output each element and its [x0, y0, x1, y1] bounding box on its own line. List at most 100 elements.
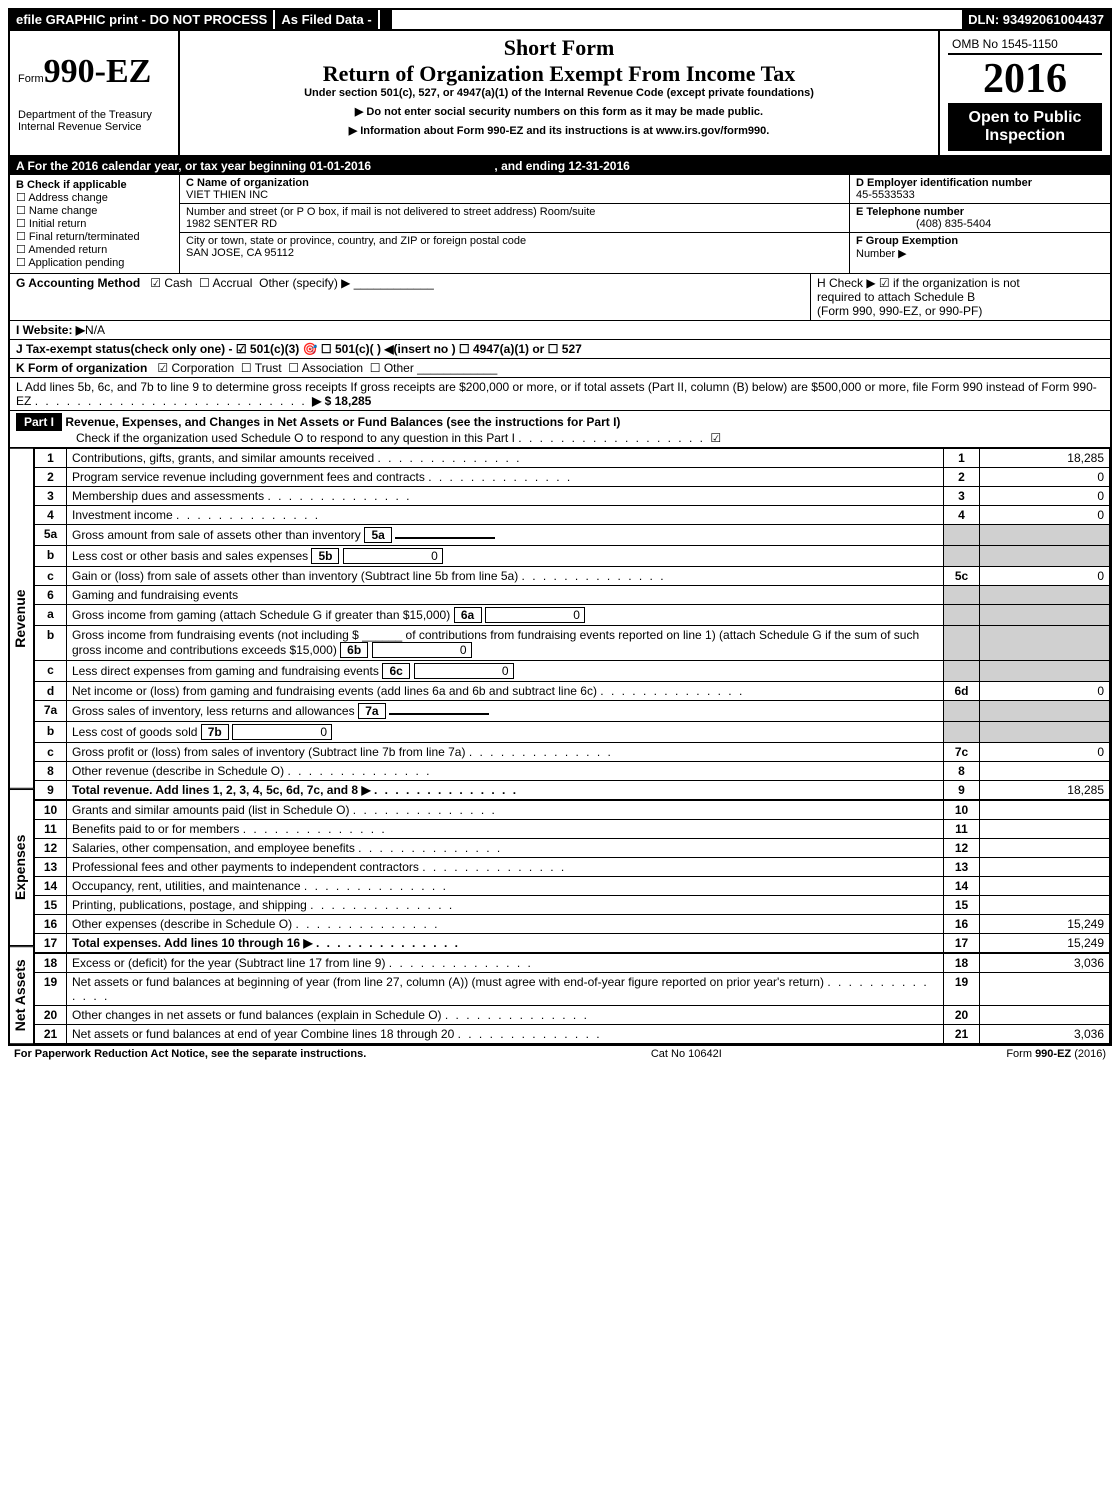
h-line3: (Form 990, 990-EZ, or 990-PF) — [817, 304, 1104, 318]
form-number-cell: Form990-EZ Department of the Treasury In… — [10, 31, 180, 155]
street-value: 1982 SENTER RD — [186, 218, 277, 230]
line-6: 6Gaming and fundraising events — [35, 586, 1110, 605]
footer-left: For Paperwork Reduction Act Notice, see … — [14, 1048, 366, 1060]
row-g-h: G Accounting Method Cash Accrual Other (… — [10, 274, 1110, 321]
chk-cash[interactable]: Cash — [150, 276, 192, 290]
netassets-table: 18Excess or (deficit) for the year (Subt… — [34, 953, 1110, 1044]
line-8: 8Other revenue (describe in Schedule O) … — [35, 762, 1110, 781]
revenue-table: 1Contributions, gifts, grants, and simil… — [34, 448, 1110, 800]
line-17: 17Total expenses. Add lines 10 through 1… — [35, 934, 1110, 953]
footer-right: Form 990-EZ (2016) — [1006, 1048, 1106, 1060]
id-phone-column: D Employer identification number 45-5533… — [850, 175, 1110, 273]
line-4: 4Investment income . . . . . . . . . . .… — [35, 506, 1110, 525]
line-21: 21Net assets or fund balances at end of … — [35, 1025, 1110, 1044]
i-label: I Website: ▶ — [16, 323, 85, 337]
line-9: 9Total revenue. Add lines 1, 2, 3, 4, 5c… — [35, 781, 1110, 800]
line-13: 13Professional fees and other payments t… — [35, 858, 1110, 877]
irs-label: Internal Revenue Service — [18, 121, 170, 133]
phone-value: (408) 835-5404 — [916, 218, 991, 230]
note-info: ▶ Information about Form 990-EZ and its … — [188, 124, 930, 137]
row-k: K Form of organization Corporation Trust… — [10, 359, 1110, 378]
org-name: VIET THIEN INC — [186, 189, 268, 201]
chk-other[interactable]: Other — [370, 361, 414, 375]
header-row: Form990-EZ Department of the Treasury In… — [10, 31, 1110, 157]
line-15: 15Printing, publications, postage, and s… — [35, 896, 1110, 915]
line-10: 10Grants and similar amounts paid (list … — [35, 801, 1110, 820]
c-label: C Name of organization — [186, 177, 309, 189]
line-d: dNet income or (loss) from gaming and fu… — [35, 682, 1110, 701]
j-label: J Tax-exempt status(check only one) - ☑ … — [16, 342, 582, 356]
line-16: 16Other expenses (describe in Schedule O… — [35, 915, 1110, 934]
city-value: SAN JOSE, CA 95112 — [186, 247, 294, 259]
line-20: 20Other changes in net assets or fund ba… — [35, 1006, 1110, 1025]
line-5a: 5aGross amount from sale of assets other… — [35, 525, 1110, 546]
chk-pending[interactable]: Application pending — [16, 256, 173, 269]
line-b: bGross income from fundraising events (n… — [35, 626, 1110, 661]
f-number: Number ▶ — [856, 248, 907, 260]
header-center: Short Form Return of Organization Exempt… — [180, 31, 940, 155]
chk-final[interactable]: Final return/terminated — [16, 230, 173, 243]
omb-number: OMB No 1545-1150 — [948, 35, 1102, 55]
line-c: cLess direct expenses from gaming and fu… — [35, 661, 1110, 682]
chk-address[interactable]: Address change — [16, 191, 173, 204]
chk-assoc[interactable]: Association — [288, 361, 363, 375]
h-line1: H Check ▶ ☑ if the organization is not — [817, 276, 1104, 290]
line-2: 2Program service revenue including gover… — [35, 468, 1110, 487]
k-label: K Form of organization — [16, 361, 147, 375]
ein-value: 45-5533533 — [856, 189, 915, 201]
chk-initial[interactable]: Initial return — [16, 217, 173, 230]
filed-label: As Filed Data - — [273, 10, 377, 29]
vertical-labels: Revenue Expenses Net Assets — [10, 448, 34, 1044]
expense-table: 10Grants and similar amounts paid (list … — [34, 800, 1110, 953]
section-a-bar: A For the 2016 calendar year, or tax yea… — [10, 157, 1110, 175]
line-14: 14Occupancy, rent, utilities, and mainte… — [35, 877, 1110, 896]
part-i-header: Part I Revenue, Expenses, and Changes in… — [10, 411, 1110, 448]
chk-name[interactable]: Name change — [16, 204, 173, 217]
chk-trust[interactable]: Trust — [241, 361, 282, 375]
d-label: D Employer identification number — [856, 177, 1032, 189]
open-public: Open to Public Inspection — [948, 103, 1102, 151]
footer-mid: Cat No 10642I — [651, 1048, 722, 1060]
chk-corp[interactable]: Corporation — [157, 361, 234, 375]
line-c: cGross profit or (loss) from sales of in… — [35, 743, 1110, 762]
street-label: Number and street (or P O box, if mail i… — [186, 206, 595, 218]
website-value: N/A — [85, 323, 105, 337]
name-address-column: C Name of organization VIET THIEN INC Nu… — [180, 175, 850, 273]
row-l: L Add lines 5b, 6c, and 7b to line 9 to … — [10, 378, 1110, 411]
line-1: 1Contributions, gifts, grants, and simil… — [35, 449, 1110, 468]
e-label: E Telephone number — [856, 206, 964, 218]
header-right: OMB No 1545-1150 2016 Open to Public Ins… — [940, 31, 1110, 155]
form-990ez: efile GRAPHIC print - DO NOT PROCESS As … — [8, 8, 1112, 1046]
short-form-title: Short Form — [188, 35, 930, 61]
tax-year: 2016 — [948, 55, 1102, 103]
part-i-checked: ☑ — [710, 431, 721, 445]
check-b-column: B Check if applicable Address change Nam… — [10, 175, 180, 273]
efile-bar: efile GRAPHIC print - DO NOT PROCESS As … — [10, 10, 1110, 31]
line-a: aGross income from gaming (attach Schedu… — [35, 605, 1110, 626]
page-footer: For Paperwork Reduction Act Notice, see … — [8, 1046, 1112, 1062]
row-j: J Tax-exempt status(check only one) - ☑ … — [10, 340, 1110, 359]
part-i-body: Revenue Expenses Net Assets 1Contributio… — [10, 448, 1110, 1044]
chk-accrual[interactable]: Accrual — [199, 276, 252, 290]
efile-label: efile GRAPHIC print - DO NOT PROCESS — [10, 10, 273, 29]
vlabel-netassets: Net Assets — [10, 946, 34, 1044]
line-3: 3Membership dues and assessments . . . .… — [35, 487, 1110, 506]
row-i: I Website: ▶N/A — [10, 321, 1110, 340]
return-title: Return of Organization Exempt From Incom… — [188, 61, 930, 87]
part-i-check: Check if the organization used Schedule … — [76, 431, 515, 445]
g-label: G Accounting Method — [16, 276, 140, 290]
part-i-label: Part I — [16, 413, 62, 431]
chk-amended[interactable]: Amended return — [16, 243, 173, 256]
line-18: 18Excess or (deficit) for the year (Subt… — [35, 954, 1110, 973]
h-line2: required to attach Schedule B — [817, 290, 1104, 304]
dln-label: DLN: 93492061004437 — [962, 10, 1110, 29]
note-ssn: ▶ Do not enter social security numbers o… — [188, 105, 930, 118]
city-label: City or town, state or province, country… — [186, 235, 526, 247]
line-b: bLess cost of goods sold 7b 0 — [35, 722, 1110, 743]
part-i-title: Revenue, Expenses, and Changes in Net As… — [65, 415, 620, 429]
form-number: 990-EZ — [44, 53, 152, 90]
line-11: 11Benefits paid to or for members . . . … — [35, 820, 1110, 839]
vlabel-revenue: Revenue — [10, 448, 34, 789]
f-label: F Group Exemption — [856, 235, 958, 247]
dept-label: Department of the Treasury — [18, 109, 170, 121]
